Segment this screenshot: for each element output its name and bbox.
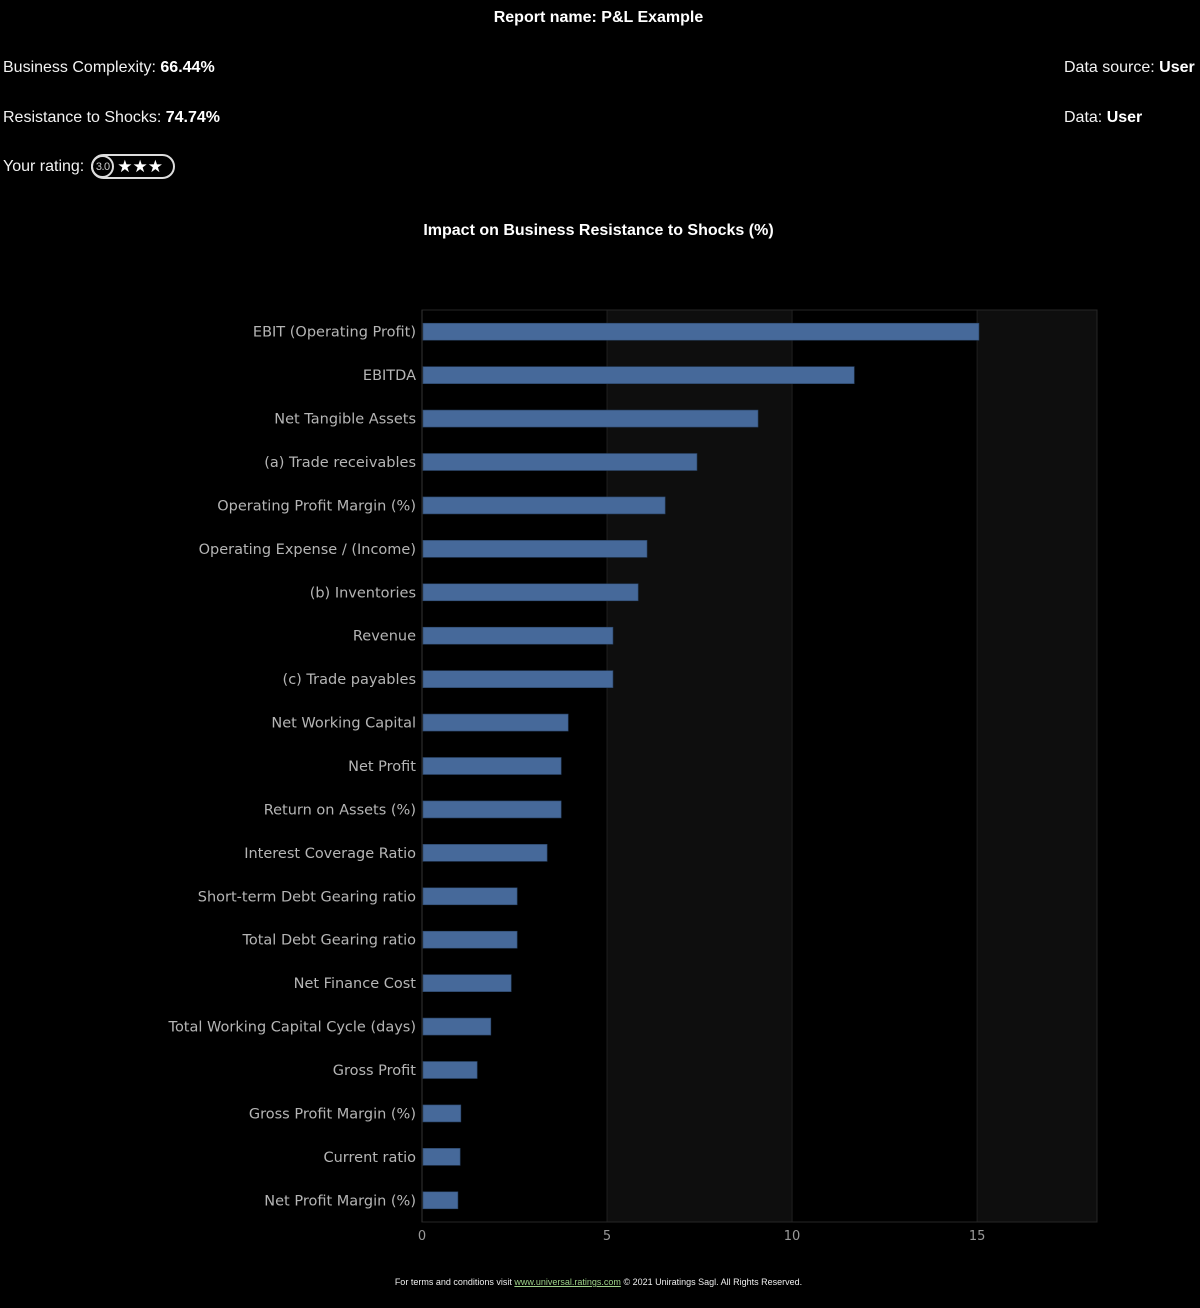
category-label: Operating Profit Margin (%) xyxy=(217,498,416,514)
bar xyxy=(422,1061,478,1079)
category-label: (c) Trade payables xyxy=(283,672,416,688)
data-label: Data: xyxy=(1064,109,1103,126)
bar xyxy=(422,670,614,688)
grid-band xyxy=(977,310,1097,1222)
bar xyxy=(422,930,518,949)
category-label: Return on Assets (%) xyxy=(264,802,416,818)
report-title-label: Report name: xyxy=(493,9,597,26)
category-label: Total Working Capital Cycle (days) xyxy=(168,1020,416,1036)
your-rating: Your rating: 3.0 ★★★ xyxy=(3,154,176,179)
bar xyxy=(422,757,562,775)
bar xyxy=(422,322,980,341)
bar xyxy=(422,366,855,384)
category-label: Total Debt Gearing ratio xyxy=(241,933,416,949)
data-source-value: User xyxy=(1159,59,1195,76)
category-label: Net Finance Cost xyxy=(294,976,417,992)
bar xyxy=(422,1104,462,1123)
category-label: Operating Expense / (Income) xyxy=(199,542,416,558)
category-label: Net Profit xyxy=(348,759,416,775)
category-label: Net Working Capital xyxy=(271,716,416,732)
report-title-value: P&L Example xyxy=(601,9,704,26)
category-label: Current ratio xyxy=(323,1150,416,1166)
footer-link[interactable]: www.universal.ratings.com xyxy=(514,1277,621,1287)
footer: For terms and conditions visit www.unive… xyxy=(0,1277,1197,1287)
data-info: Data: User xyxy=(1064,109,1142,127)
category-label: (b) Inventories xyxy=(310,585,416,601)
category-label: Gross Profit Margin (%) xyxy=(249,1106,416,1122)
category-label: (a) Trade receivables xyxy=(264,455,416,471)
bar xyxy=(422,1017,492,1036)
x-tick-label: 15 xyxy=(969,1229,986,1244)
bar xyxy=(422,626,614,645)
business-complexity-value: 66.44% xyxy=(160,59,215,76)
category-label: Revenue xyxy=(353,629,416,645)
bar xyxy=(422,1191,459,1210)
category-label: EBIT (Operating Profit) xyxy=(253,325,416,341)
bar xyxy=(422,887,518,906)
chart-title: Impact on Business Resistance to Shocks … xyxy=(423,222,774,239)
category-label: Short-term Debt Gearing ratio xyxy=(198,889,416,905)
bar xyxy=(422,844,548,862)
bar xyxy=(422,496,666,515)
resistance-value: 74.74% xyxy=(165,109,221,126)
resistance-to-shocks: Resistance to Shocks: 74.74% xyxy=(3,109,220,127)
category-label: EBITDA xyxy=(363,368,416,384)
category-label: Gross Profit xyxy=(333,1063,417,1079)
bar xyxy=(422,1148,461,1166)
footer-prefix: For terms and conditions visit xyxy=(394,1277,512,1287)
star-icon: ★★★ xyxy=(117,157,163,176)
data-source: Data source: User xyxy=(1064,59,1195,77)
bar xyxy=(422,453,698,471)
bar xyxy=(422,540,648,558)
bar xyxy=(422,974,512,992)
business-complexity-label: Business Complexity: xyxy=(3,59,156,76)
data-value: User xyxy=(1106,109,1143,126)
category-label: Net Profit Margin (%) xyxy=(264,1193,416,1209)
footer-suffix: © 2021 Uniratings Sagl. All Rights Reser… xyxy=(623,1277,803,1287)
category-label: Interest Coverage Ratio xyxy=(244,846,416,862)
bar xyxy=(422,583,639,602)
rating-value: 3.0 xyxy=(91,155,115,178)
grid-band xyxy=(607,310,793,1222)
bar xyxy=(422,409,759,428)
data-source-label: Data source: xyxy=(1064,59,1155,76)
x-tick-label: 10 xyxy=(784,1229,801,1244)
x-tick-label: 0 xyxy=(418,1229,426,1244)
rating-badge: 3.0 ★★★ xyxy=(91,154,176,179)
report-title: Report name: P&L Example xyxy=(0,9,1197,27)
bar xyxy=(422,800,562,819)
business-complexity: Business Complexity: 66.44% xyxy=(3,59,215,77)
rating-label: Your rating: xyxy=(3,157,85,175)
resistance-label: Resistance to Shocks: xyxy=(3,109,162,126)
category-label: Net Tangible Assets xyxy=(274,412,416,428)
x-tick-label: 5 xyxy=(603,1229,611,1244)
bar xyxy=(422,713,569,732)
